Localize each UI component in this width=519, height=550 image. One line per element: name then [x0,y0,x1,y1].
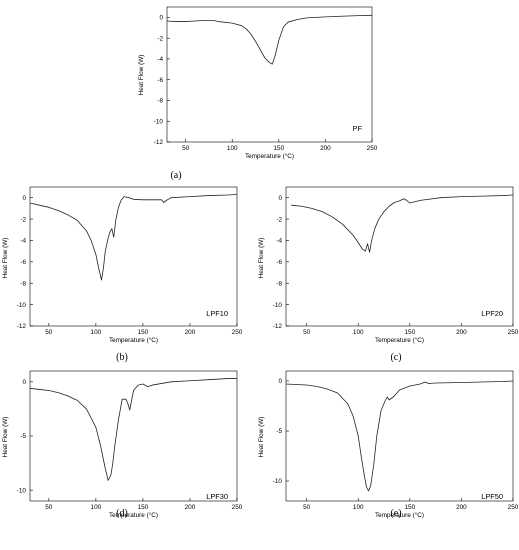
x-axis-title: Temperature (°C) [109,511,158,519]
series-label: LPF20 [481,309,503,318]
y-tick-label: -2 [276,216,282,223]
x-tick-label: 50 [303,504,311,511]
x-tick-label: 150 [404,329,415,336]
y-tick-label: -2 [20,216,26,223]
series-label: PF [353,124,363,133]
panel-caption: (a) [170,170,181,181]
x-tick-label: 250 [508,504,519,511]
x-tick-label: 100 [91,504,102,511]
y-tick-label: -10 [273,302,283,309]
plot-frame [285,186,514,327]
y-tick-label: 0 [278,195,282,202]
y-tick-label: 0 [22,195,26,202]
x-tick-label: 200 [456,329,467,336]
series-line-lpf50 [285,380,514,492]
y-tick-label: -8 [157,98,163,105]
series-line-lpf10 [29,194,238,281]
y-tick-label: -12 [154,139,164,146]
x-axis-title: Temperature (°C) [245,152,294,160]
x-axis-title: Temperature (°C) [375,511,424,519]
panel-caption: (e) [390,508,401,519]
x-tick-label: 100 [353,329,364,336]
y-tick-label: -10 [154,118,164,125]
x-tick-label: 150 [138,504,149,511]
y-tick-label: 0 [22,379,26,386]
plot-frame [166,6,373,143]
y-tick-label: -10 [273,478,283,485]
y-tick-label: -5 [276,428,282,435]
plot-frame [29,186,238,327]
y-tick-label: -5 [20,433,26,440]
x-tick-label: 200 [185,329,196,336]
y-tick-label: -2 [157,35,163,42]
x-tick-label: 100 [227,145,238,152]
y-tick-label: -10 [17,302,27,309]
x-tick-label: 200 [320,145,331,152]
series-label: LPF10 [206,309,228,318]
y-axis-title: Heat Flow (W) [258,417,265,458]
y-tick-label: -8 [276,280,282,287]
x-tick-label: 200 [456,504,467,511]
x-tick-label: 50 [45,329,53,336]
x-tick-label: 50 [45,504,53,511]
x-tick-label: 150 [273,145,284,152]
y-tick-label: -8 [20,280,26,287]
y-tick-label: -4 [157,56,163,63]
panel-lpf50: 50 100 150 200 250 0 -5 -10 Temperature (°C) Heat… [258,370,519,519]
series-line-lpf30 [29,378,237,481]
x-tick-label: 250 [232,329,243,336]
series-label: LPF30 [206,492,228,501]
series-line-pf [166,14,373,65]
y-tick-label: -12 [273,323,283,330]
y-axis-title: Heat Flow (W) [2,238,9,279]
y-axis-title: Heat Flow (W) [258,238,265,279]
y-tick-label: 0 [278,378,282,385]
series-label: LPF50 [481,492,503,501]
y-axis-title: Heat Flow (W) [138,55,145,96]
x-axis-title: Temperature (°C) [109,336,158,344]
x-tick-label: 200 [185,504,196,511]
series-line-lpf20 [291,194,514,253]
panel-lpf10: 50 100 150 200 250 0 -2 -4 -6 -8 -10 -12 Temperature… [2,186,243,363]
x-tick-label: 250 [367,145,378,152]
y-tick-label: -10 [17,487,27,494]
x-axis-title: Temperature (°C) [375,336,424,344]
y-tick-label: -6 [157,77,163,84]
x-tick-label: 150 [404,504,415,511]
panel-pf: 50 100 150 200 250 0 -2 -4 -6 -8 -10 -12 Temperature… [138,6,378,181]
y-tick-label: -4 [276,238,282,245]
y-tick-label: -4 [20,238,26,245]
panel-lpf20: 50 100 150 200 250 0 -2 -4 -6 -8 -10 -12 Temperature… [258,186,519,363]
y-axis-title: Heat Flow (W) [2,417,9,458]
x-tick-label: 250 [232,504,243,511]
x-tick-label: 50 [182,145,190,152]
y-tick-label: -6 [276,259,282,266]
panel-caption: (c) [390,352,401,363]
y-tick-label: -12 [17,323,27,330]
x-tick-label: 250 [508,329,519,336]
x-tick-label: 50 [303,329,311,336]
x-tick-label: 100 [353,504,364,511]
panel-lpf30: 50 100 150 200 250 0 -5 -10 Temperature (°C) Heat… [2,370,243,519]
y-tick-label: -6 [20,259,26,266]
panel-caption: (d) [116,508,128,519]
x-tick-label: 150 [138,329,149,336]
plot-frame [285,370,514,502]
y-tick-label: 0 [159,15,163,22]
panel-caption: (b) [116,352,128,363]
x-tick-label: 100 [91,329,102,336]
